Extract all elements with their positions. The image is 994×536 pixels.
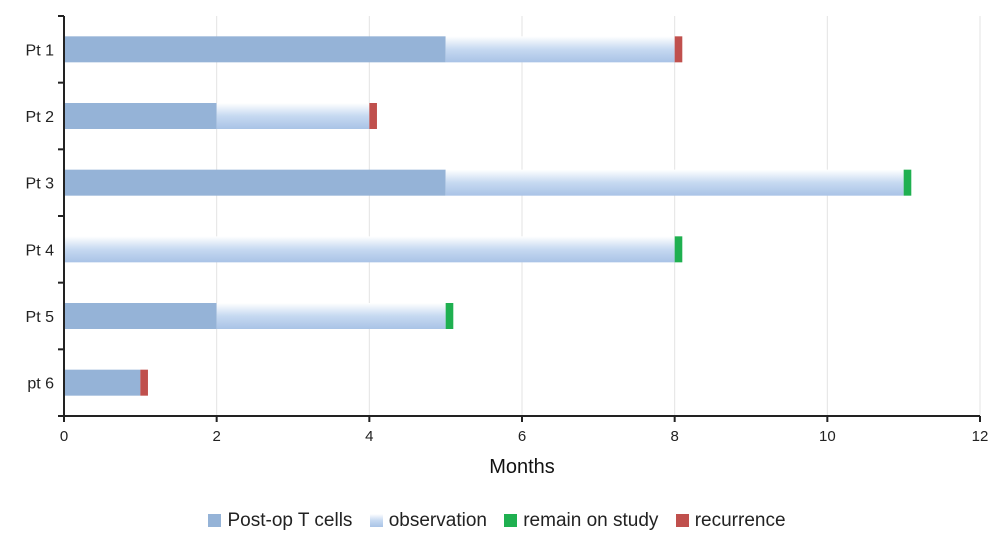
legend-swatch-observation [369,514,383,527]
bar-pt-1-recurrence [674,36,683,63]
bar-pt-6-post-op-t-cells [64,369,141,396]
x-tick-label-12: 12 [972,428,989,445]
axes: 0 2 4 6 8 10 12 Pt 1 Pt 2 Pt 3 Pt 4 Pt 5 pt 6 [26,15,989,445]
bar-pt-4-remain-on-study [674,236,683,263]
bar-pt-2-observation [216,103,370,129]
y-category-label-pt-1: Pt 1 [26,42,55,59]
x-tick-label-0: 0 [60,428,68,445]
bar-pt-3-remain-on-study [903,169,912,196]
x-tick-label-6: 6 [518,428,526,445]
y-category-label-pt-6: pt 6 [27,376,54,393]
y-category-label-pt-4: Pt 4 [26,242,55,259]
x-tick-label-8: 8 [670,428,678,445]
x-tick-label-4: 4 [365,428,373,445]
legend-label-post-op: Post-op T cells [227,510,353,531]
legend-item-recurrence: recurrence [675,510,786,532]
y-category-label-pt-3: Pt 3 [26,176,55,193]
legend-label-remain-on-study: remain on study [523,510,659,531]
y-category-label-pt-5: Pt 5 [26,309,55,326]
bar-pt-5-post-op-t-cells [64,303,217,329]
legend-swatch-remain-on-study [504,514,518,527]
legend-swatch-recurrence [675,514,689,527]
bar-pt-1-observation [445,36,675,63]
bar-pt-3-post-op-t-cells [64,169,446,196]
bar-pt-5-remain-on-study [445,303,454,329]
legend-label-recurrence: recurrence [694,510,786,531]
bar-pt-2-post-op-t-cells [64,103,217,129]
legend-item-post-op: Post-op T cells [208,510,352,532]
y-category-label-pt-2: Pt 2 [26,109,55,126]
legend-label-observation: observation [388,510,487,531]
bar-pt-4-observation [64,236,675,263]
legend-item-observation: observation [369,510,487,532]
legend: Post-op T cells observation remain on st… [0,510,994,532]
bar-pt-5-observation [216,303,446,329]
bar-pt-6-recurrence [140,369,148,396]
x-axis-title: Months [489,456,555,478]
legend-swatch-post-op [208,514,222,527]
x-tick-label-2: 2 [212,428,220,445]
bar-pt-2-recurrence [369,103,377,129]
legend-item-remain-on-study: remain on study [504,510,658,532]
chart-canvas: 0 2 4 6 8 10 12 Pt 1 Pt 2 Pt 3 Pt 4 Pt 5 pt 6 Months [26,15,989,478]
bar-pt-3-observation [445,169,904,196]
gridlines [216,16,981,416]
bar-pt-1-post-op-t-cells [64,36,446,63]
x-tick-label-10: 10 [819,428,836,445]
bars [64,36,912,396]
